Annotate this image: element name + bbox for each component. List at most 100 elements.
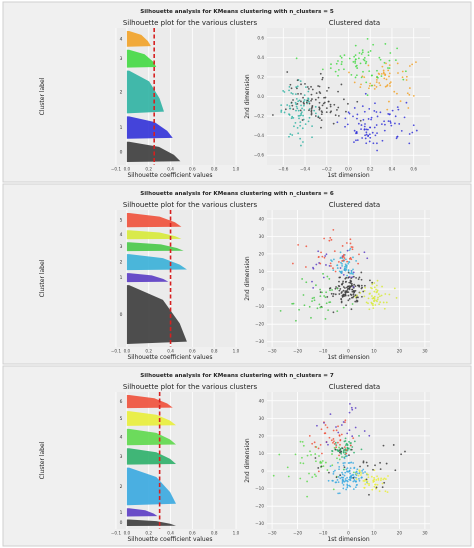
- scatter-point: [311, 136, 313, 139]
- scatter-point: [330, 292, 333, 295]
- scatter-point: [311, 280, 313, 283]
- scatter-point: [351, 248, 354, 251]
- scatter-point: [363, 76, 366, 79]
- scatter-point: [320, 428, 323, 431]
- scatter-point: [350, 73, 353, 76]
- scatter-point: [336, 310, 339, 312]
- scatter-point: [350, 308, 353, 311]
- scatter-point: [388, 64, 391, 67]
- silhouette-cluster-label: 1: [120, 125, 123, 131]
- scatter-point: [343, 461, 346, 464]
- scatter-point: [319, 117, 321, 120]
- scatter-point: [384, 293, 387, 295]
- silhouette-band-cluster-1: [126, 116, 173, 139]
- scatter-point: [375, 78, 378, 81]
- silhouette-cluster-label: 3: [120, 56, 123, 62]
- scatter-point: [363, 289, 366, 292]
- scatter-point: [372, 142, 375, 145]
- scatter-point: [321, 68, 324, 71]
- scatter-point: [337, 90, 339, 93]
- scatter-point: [321, 104, 324, 107]
- scatter-cluster-3: [279, 272, 354, 322]
- silhouette-tick-label: 0.8: [211, 167, 218, 172]
- scatter-point: [342, 464, 345, 467]
- silhouette-cluster-label: 2: [120, 90, 123, 96]
- scatter-point: [358, 276, 361, 279]
- scatter-plot-title: Clustered data: [329, 19, 380, 27]
- scatter-point: [352, 471, 355, 474]
- silhouette-cluster-label: 1: [120, 510, 123, 516]
- scatter-point: [367, 51, 370, 54]
- scatter-point: [343, 480, 346, 483]
- scatter-point: [340, 476, 343, 479]
- scatter-point: [385, 462, 388, 465]
- scatter-point: [361, 137, 364, 139]
- scatter-point: [396, 47, 399, 50]
- scatter-point: [354, 60, 357, 63]
- scatter-point: [361, 105, 364, 108]
- scatter-point: [365, 133, 368, 136]
- scatter-point: [346, 432, 349, 435]
- scatter-plot: −0.6 −0.4 −0.2 0.0 0.2 0.4 0.6 −0.6 −0.4 −0.2 0.0 0…: [244, 19, 430, 179]
- scatter-point: [317, 250, 320, 253]
- scatter-point: [340, 56, 343, 59]
- scatter-point: [328, 265, 331, 267]
- scatter-point: [345, 452, 348, 455]
- scatter-point: [370, 475, 373, 478]
- scatter-point: [353, 129, 356, 132]
- scatter-point: [378, 490, 381, 493]
- scatter-point: [280, 111, 283, 113]
- scatter-point: [343, 253, 345, 256]
- scatter-point: [373, 126, 376, 129]
- silhouette-tick-label: 1.0: [233, 167, 240, 172]
- scatter-point: [318, 101, 321, 104]
- scatter-point: [341, 256, 344, 259]
- scatter-cluster-4: [271, 71, 362, 129]
- scatter-point: [341, 270, 343, 273]
- scatter-point: [334, 70, 337, 73]
- scatter-point: [347, 447, 350, 450]
- scatter-point: [340, 424, 343, 426]
- scatter-point: [342, 462, 345, 465]
- scatter-point: [341, 263, 343, 265]
- scatter-point: [315, 475, 317, 478]
- scatter-point: [377, 72, 380, 75]
- scatter-point: [325, 107, 328, 110]
- scatter-point: [338, 270, 341, 273]
- scatter-xlabel: 1st dimension: [327, 354, 369, 361]
- scatter-point: [368, 140, 371, 143]
- scatter-point: [291, 104, 294, 107]
- scatter-point: [348, 440, 350, 443]
- scatter-point: [334, 114, 337, 117]
- scatter-point: [377, 477, 380, 480]
- scatter-point: [360, 53, 363, 55]
- scatter-point: [347, 287, 349, 290]
- scatter-point: [355, 276, 357, 279]
- silhouette-plot: −0.1 0.0 0.2 0.4 0.6 0.8 1.0 0 1 2 3 4 Silhouette pl…: [39, 19, 258, 179]
- silhouette-band-cluster-3: [126, 242, 184, 252]
- scatter-point: [292, 302, 295, 305]
- scatter-point: [332, 311, 335, 314]
- scatter-point: [321, 306, 323, 309]
- scatter-point: [391, 109, 394, 112]
- scatter-point: [362, 290, 365, 293]
- scatter-point: [352, 60, 355, 63]
- scatter-point: [366, 37, 369, 40]
- scatter-point: [364, 137, 367, 140]
- scatter-point: [364, 483, 367, 486]
- scatter-point: [307, 90, 310, 93]
- scatter-point: [347, 111, 350, 114]
- scatter-point: [393, 90, 396, 93]
- scatter-point: [322, 272, 324, 275]
- scatter-point: [393, 287, 396, 290]
- scatter-point: [325, 302, 328, 305]
- silhouette-cluster-label: 2: [120, 484, 123, 490]
- silhouette-tick-label: 0.6: [189, 167, 196, 172]
- scatter-point: [343, 257, 346, 259]
- scatter-point: [388, 113, 391, 116]
- scatter-point: [344, 478, 347, 480]
- scatter-xlabel: 1st dimension: [327, 536, 369, 543]
- scatter-point: [326, 275, 329, 278]
- scatter-point: [298, 114, 301, 117]
- silhouette-plot-title: Silhouette plot for the various clusters: [123, 19, 258, 27]
